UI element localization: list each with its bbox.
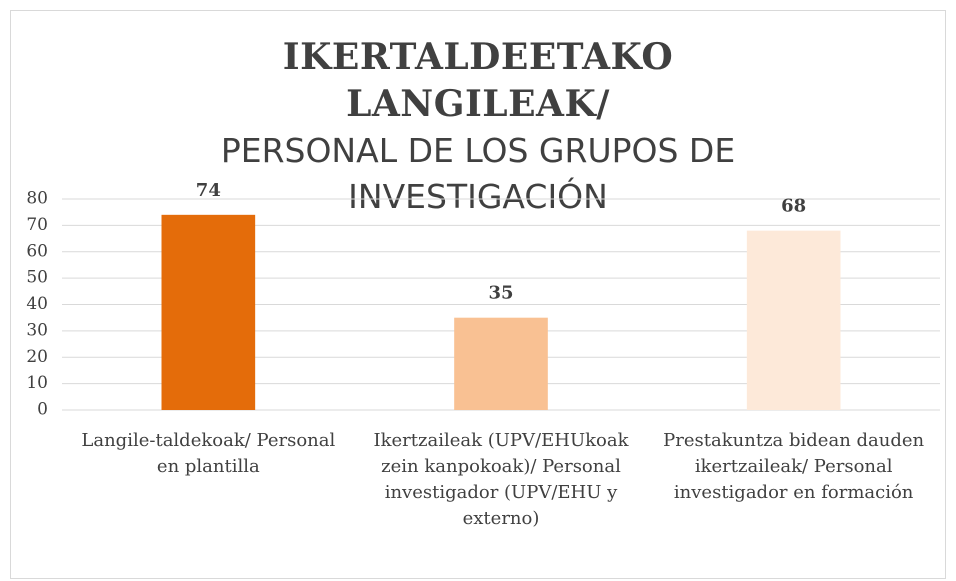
data-label: 35 <box>488 283 513 304</box>
y-tick-label: 70 <box>26 215 48 235</box>
y-tick-label: 50 <box>26 268 48 288</box>
title-block: IKERTALDEETAKO LANGILEAK/ PERSONAL DE LO… <box>178 34 778 220</box>
chart-subtitle: PERSONAL DE LOS GRUPOS DE INVESTIGACIÓN <box>220 131 736 216</box>
y-tick-label: 30 <box>26 320 48 340</box>
data-label: 68 <box>781 196 806 217</box>
data-label: 74 <box>196 180 221 201</box>
chart-border <box>10 10 946 579</box>
x-tick-label: Prestakuntza bidean dauden ikertzaileak/… <box>663 430 925 503</box>
bar <box>746 230 841 410</box>
bar <box>454 317 548 410</box>
y-tick-label: 10 <box>26 373 48 393</box>
x-tick-label: Langile-taldekoak/ Personal en plantilla <box>81 430 336 477</box>
y-tick-label: 20 <box>26 347 48 367</box>
y-tick-label: 40 <box>26 294 48 314</box>
x-tick-label: Ikertzaileak (UPV/EHUkoak zein kanpokoak… <box>373 430 629 529</box>
y-tick-label: 0 <box>37 400 48 420</box>
y-tick-label: 80 <box>26 189 48 209</box>
y-tick-label: 60 <box>26 241 48 261</box>
bar <box>161 214 256 410</box>
chart-title: IKERTALDEETAKO LANGILEAK/ <box>282 36 674 125</box>
